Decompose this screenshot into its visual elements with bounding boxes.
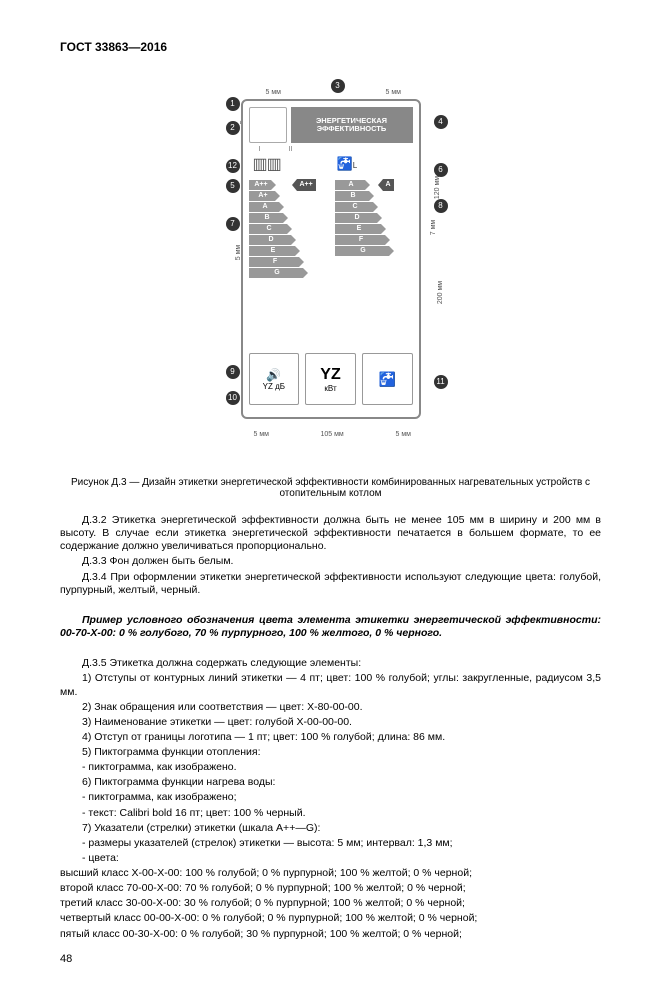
p-c5: пятый класс 00-30-X-00: 0 % голубой; 30 … [60,928,601,941]
figure: 1 2 3 4 12 5 6 7 8 9 10 11 5 мм 5 мм 5 м… [60,69,601,462]
p-i2: 2) Знак обращения или соответствия — цве… [60,701,601,714]
p-example: Пример условного обозначения цвета элеме… [60,614,601,640]
dim-top-left: 5 мм [266,89,281,96]
energy-arrow: D [249,235,291,245]
dim-bot-width: 105 мм [321,431,344,438]
power-box: YZ кВт [305,353,356,405]
p-i6: 6) Пиктограмма функции нагрева воды: [60,776,601,789]
energy-arrow: F [335,235,385,245]
energy-arrow: B [335,191,369,201]
water-box: 🚰 [362,353,413,405]
noise-value: YZ дБ [263,382,285,391]
p-i6a: - пиктограмма, как изображено; [60,791,601,804]
p-i1: 1) Отступы от контурных линий этикетки —… [60,672,601,698]
page-number: 48 [60,953,601,965]
tap-L: L [353,161,357,170]
noise-box: 🔊 YZ дБ [249,353,300,405]
p-i7a: - размеры указателей (стрелок) этикетки … [60,837,601,850]
energy-arrow: G [249,268,303,278]
figure-caption: Рисунок Д.3 — Дизайн этикетки энергетиче… [60,477,601,499]
p-c3: третий класс 30-00-X-00: 30 % голубой; 0… [60,897,601,910]
callout-8: 8 [434,199,448,213]
energy-arrow: F [249,257,299,267]
p-i4: 4) Отступ от границы логотипа — 1 пт; цв… [60,731,601,744]
energy-arrow: C [249,224,287,234]
title-line2: ЭФФЕКТИВНОСТЬ [291,125,413,133]
body-text: Д.3.2 Этикетка энергетической эффективно… [60,514,601,941]
energy-label: ЭНЕРГЕТИЧЕСКАЯ ЭФФЕКТИВНОСТЬ I II ▥▥ 🚰L … [241,99,421,419]
p-i6b: - текст: Calibri bold 16 пт; цвет: 100 %… [60,807,601,820]
dim-right-top: 120 мм [434,176,441,199]
dim-top-right: 5 мм [386,89,401,96]
p-i3: 3) Наименование этикетки — цвет: голубой… [60,716,601,729]
dim-right-mid: 7 мм [430,220,437,235]
energy-arrow: C [335,202,373,212]
energy-arrow: D [335,213,377,223]
roman-one: I [259,146,261,153]
callout-9: 9 [226,365,240,379]
energy-arrow: A [249,202,279,212]
energy-arrow: A+ [249,191,275,201]
callout-5: 5 [226,179,240,193]
label-diagram: 1 2 3 4 12 5 6 7 8 9 10 11 5 мм 5 мм 5 м… [186,69,476,459]
doc-header: ГОСТ 33863—2016 [60,40,601,54]
callout-2: 2 [226,121,240,135]
p-i7: 7) Указатели (стрелки) этикетки (шкала A… [60,822,601,835]
water-tap-icon: 🚰 [378,371,395,388]
p-i5a: - пиктограмма, как изображено. [60,761,601,774]
arrow-column-right: ABCDEFGA [335,180,413,280]
p-d34: Д.3.4 При оформлении этикетки энергетиче… [60,571,601,597]
energy-arrow: A++ [249,180,271,190]
power-unit: кВт [324,384,336,393]
energy-arrow: B [249,213,283,223]
callout-10: 10 [226,391,240,405]
dim-bot-right: 5 мм [396,431,411,438]
callout-3: 3 [331,79,345,93]
arrow-column-left: A++A+ABCDEFGA++ [249,180,327,280]
tap-icon: 🚰L [337,156,358,172]
roman-two: II [289,146,293,153]
p-c2: второй класс 70-00-X-00: 70 % голубой; 0… [60,882,601,895]
radiator-icon: ▥▥ [253,154,281,174]
p-i7b: - цвета: [60,852,601,865]
callout-4: 4 [434,115,448,129]
energy-arrow: E [335,224,381,234]
energy-arrow: A [335,180,365,190]
label-title: ЭНЕРГЕТИЧЕСКАЯ ЭФФЕКТИВНОСТЬ [291,107,413,143]
p-ctop: высший класс X-00-X-00: 100 % голубой; 0… [60,867,601,880]
energy-arrow: E [249,246,295,256]
dim-right-bot: 200 мм [437,281,444,304]
callout-7: 7 [226,217,240,231]
sound-icon: 🔊 [266,368,281,382]
class-pointer-left: A++ [297,179,316,191]
p-i5: 5) Пиктограмма функции отопления: [60,746,601,759]
callout-11: 11 [434,375,448,389]
compliance-mark-box [249,107,287,143]
p-d35: Д.3.5 Этикетка должна содержать следующи… [60,657,601,670]
class-pointer-right: A [383,179,394,191]
p-d33: Д.3.3 Фон должен быть белым. [60,555,601,568]
callout-1: 1 [226,97,240,111]
dim-bot-left: 5 мм [254,431,269,438]
energy-arrow: G [335,246,389,256]
power-value: YZ [320,366,340,384]
p-c4: четвертый класс 00-00-X-00: 0 % голубой;… [60,912,601,925]
callout-12: 12 [226,159,240,173]
p-d32: Д.3.2 Этикетка энергетической эффективно… [60,514,601,553]
